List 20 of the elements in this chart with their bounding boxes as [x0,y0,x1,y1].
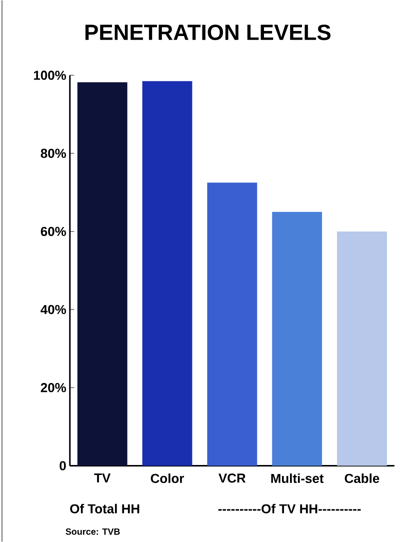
x-tick-label: TV [94,474,110,482]
bar [207,182,257,466]
bar [77,82,128,466]
chart-title: PENETRATION LEVELS [85,24,330,40]
x-tick-label: Multi-set [271,473,324,484]
source-note: Source: TVB [66,528,120,535]
y-tick-label: 100% [34,70,66,80]
text: ----------Of TV HH---------- [218,504,361,514]
y-tick-label: 60% [40,226,66,236]
y-tick-label: 20% [40,383,66,392]
x-tick-label: Cable [344,473,380,484]
bar [142,81,192,466]
x-tick-label: VCR [218,473,246,483]
text: Of Total HH [70,504,139,514]
bar [336,231,387,466]
bar [272,212,322,466]
y-tick-label: 0 [59,461,66,470]
y-tick-label: 40% [40,304,66,314]
x-tick-label: Color [150,473,184,484]
y-tick-label: 80% [40,148,66,158]
